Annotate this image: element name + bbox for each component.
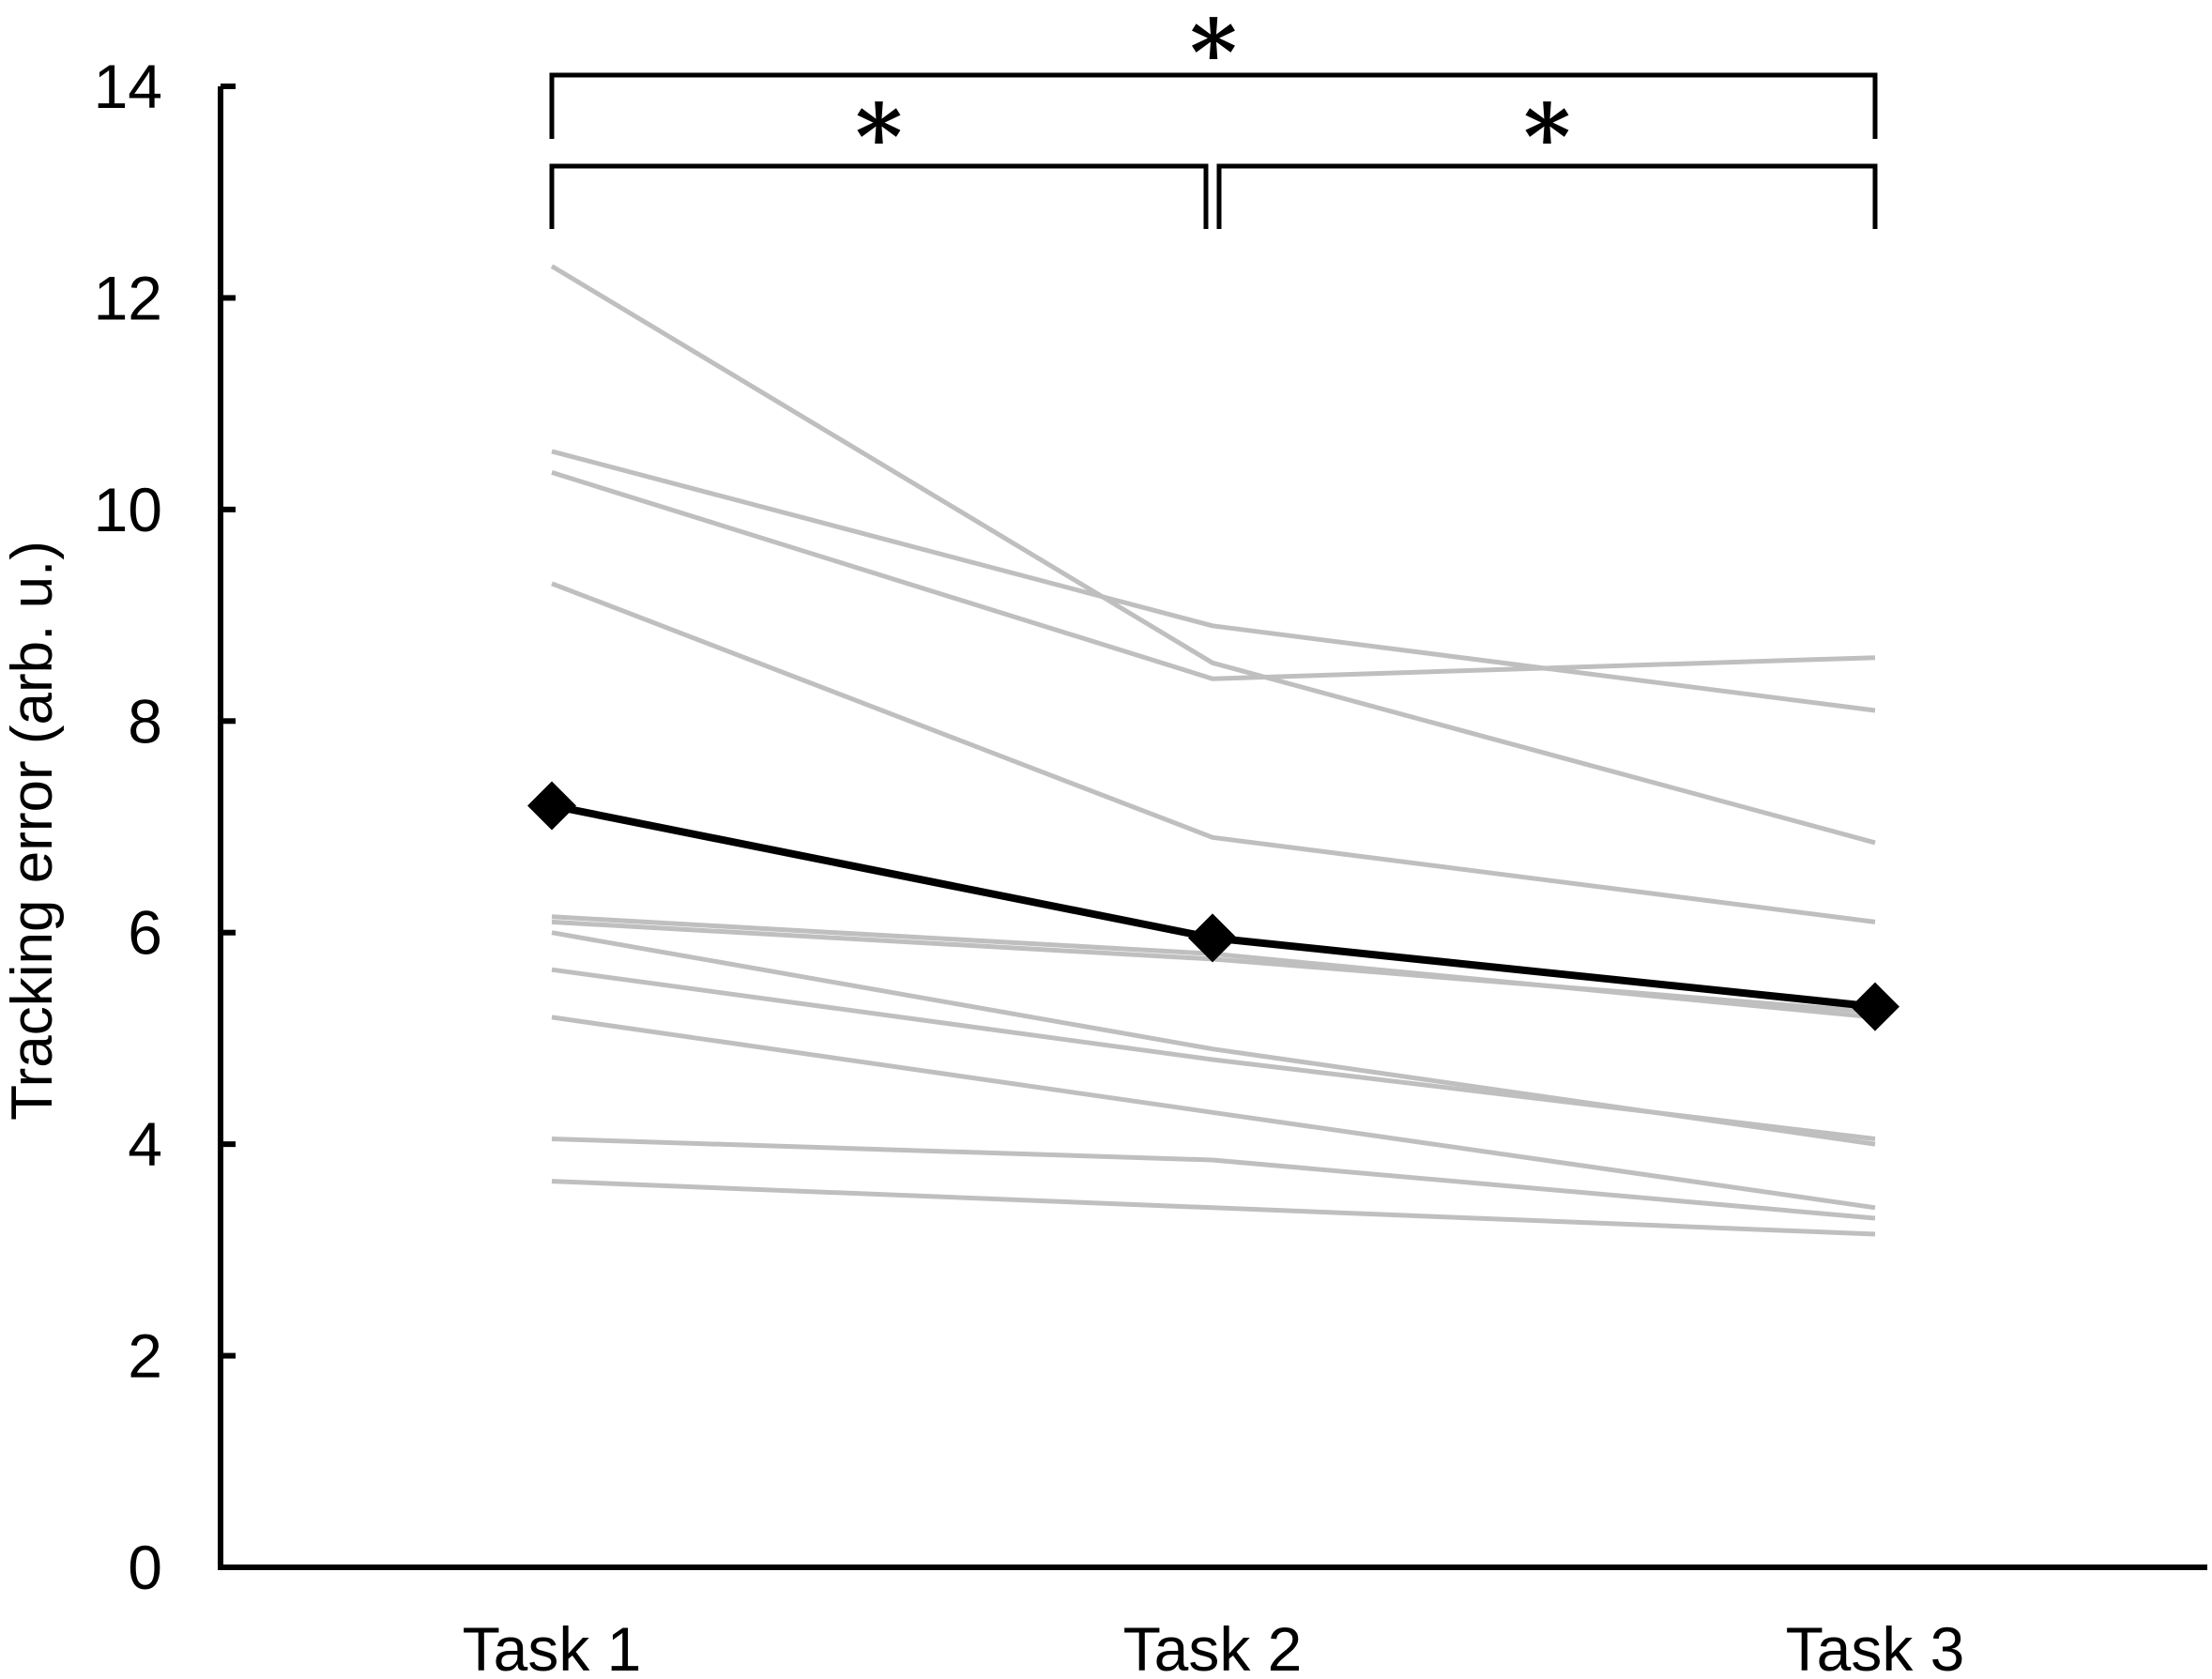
significance-asterisk-2: * [855, 84, 902, 191]
y-tick-label-2: 2 [128, 1321, 162, 1391]
individual-series-line-2 [551, 449, 1876, 713]
individual-series-line-11 [551, 1179, 1876, 1237]
y-tick-label-4: 4 [128, 1109, 162, 1179]
mean-point-diamond-3 [1851, 982, 1899, 1031]
y-axis-title: Tracking error (arb. u.) [0, 541, 65, 1121]
y-tick-label-10: 10 [94, 475, 162, 544]
significance-brackets-group: * * * [549, 0, 1878, 229]
significance-bracket-3 [1216, 163, 1878, 229]
significance-bracket-2 [549, 163, 1209, 229]
individual-series-line-4 [551, 581, 1876, 924]
mean-point-diamond-2 [1188, 913, 1237, 963]
mean-point-diamond-1 [527, 781, 576, 831]
individual-series-line-8 [551, 967, 1876, 1141]
axes-group: 0 2 4 6 8 10 12 14 Task 1 Task 2 Task 3 [94, 52, 2207, 1679]
individual-series-line-1 [550, 264, 1876, 846]
individual-series-line-3 [551, 470, 1876, 681]
individual-lines-group [550, 264, 1876, 1237]
significance-asterisk-3: * [1523, 84, 1570, 191]
y-tick-label-14: 14 [94, 52, 162, 121]
x-tick-label-1: Task 1 [463, 1614, 642, 1679]
y-tick-label-12: 12 [94, 263, 162, 332]
significance-asterisk-1: * [1190, 0, 1237, 106]
x-tick-label-3: Task 3 [1786, 1614, 1965, 1679]
y-tick-label-0: 0 [128, 1533, 162, 1602]
y-tick-label-6: 6 [128, 898, 162, 968]
y-tick-label-8: 8 [128, 686, 162, 756]
individual-series-line-9 [551, 1015, 1876, 1211]
mean-line-group [527, 781, 1899, 1031]
x-tick-label-2: Task 2 [1123, 1614, 1303, 1679]
significance-bracket-1 [549, 72, 1878, 139]
individual-series-line-10 [551, 1137, 1876, 1221]
